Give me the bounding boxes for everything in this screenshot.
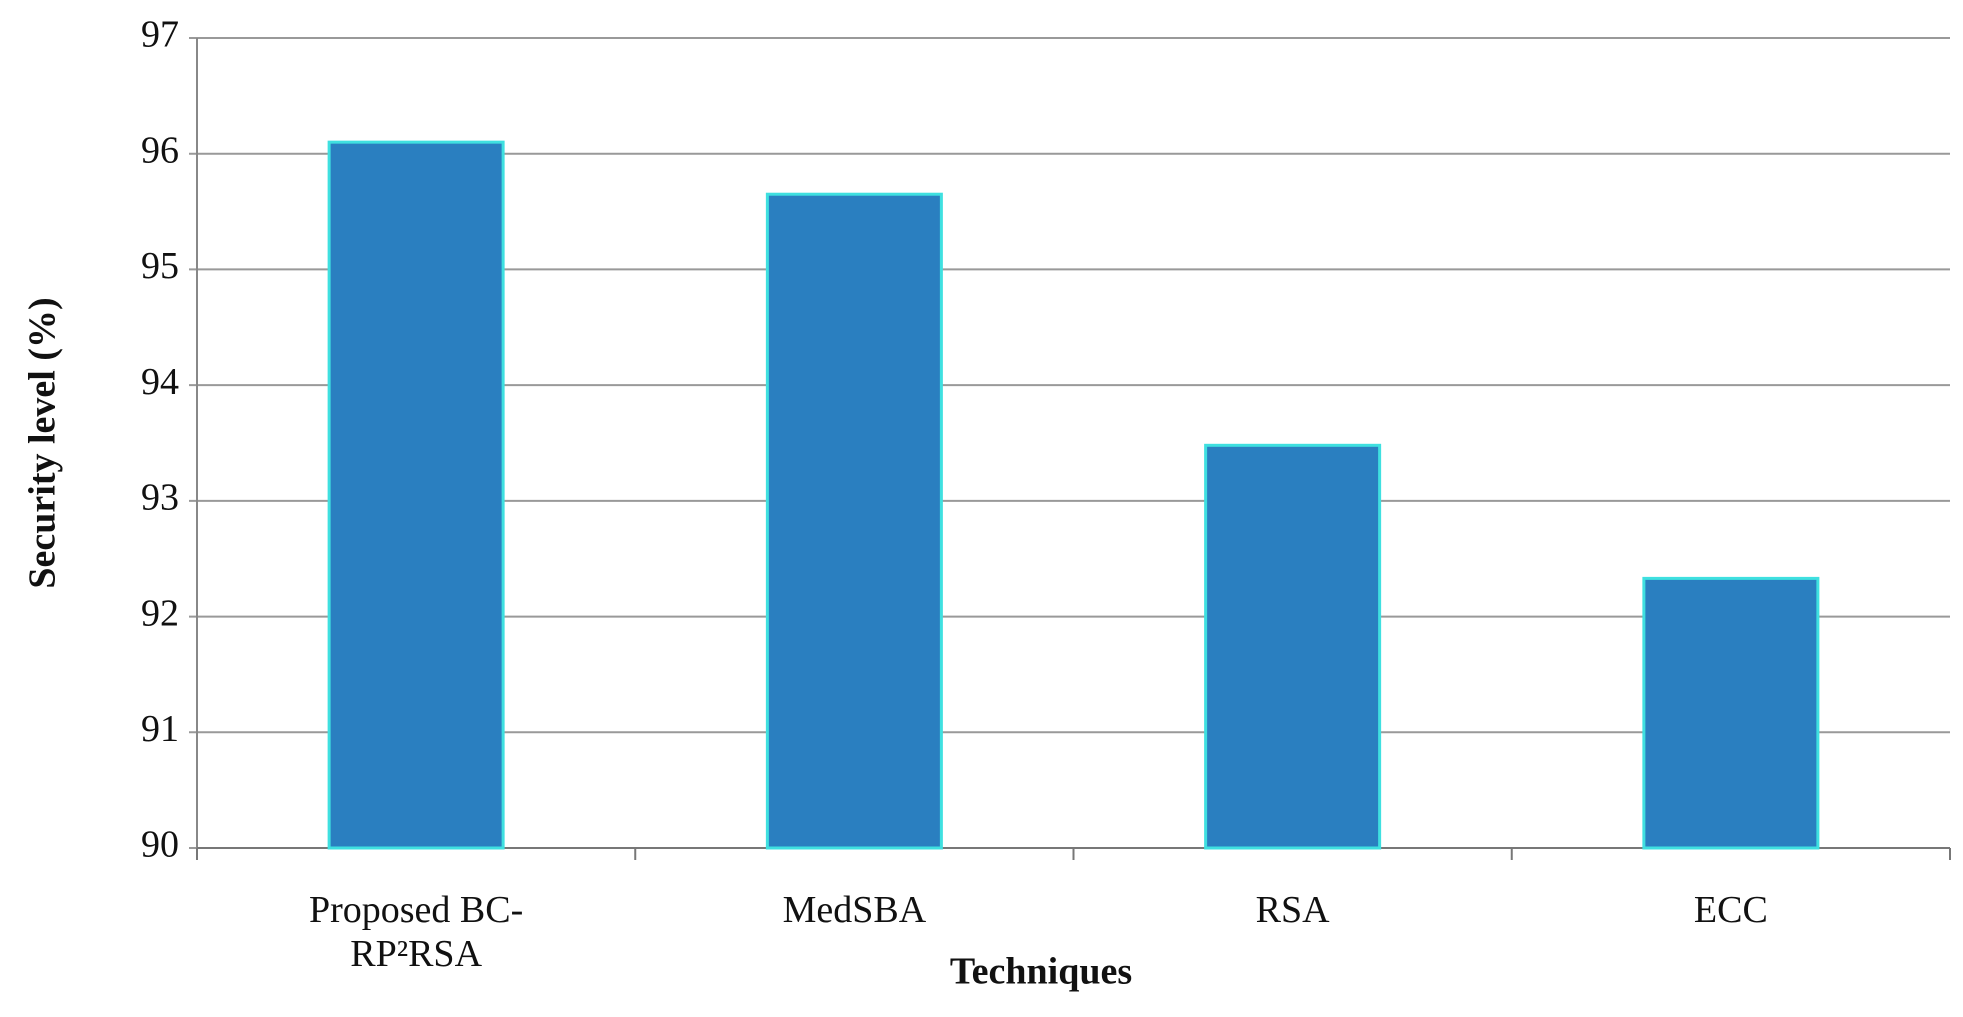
y-axis-title: Security level (%) [22,297,64,588]
y-tick-label: 94 [141,361,179,403]
bar [1642,576,1820,850]
y-tick-label: 91 [141,708,179,750]
y-tick-label: 93 [141,477,179,519]
bar [1204,443,1382,850]
y-tick-label: 96 [141,129,179,171]
x-tick-label: RSA [1255,889,1330,931]
y-tick-label: 92 [141,592,179,634]
x-tick-label: MedSBA [782,889,927,931]
bar [765,192,943,850]
y-tick-label: 95 [141,245,179,287]
y-tick-label: 97 [141,14,179,56]
x-tick-label: Proposed BC-RP²RSA [308,889,524,975]
bar [327,140,505,850]
x-tick-label: ECC [1693,889,1768,931]
x-axis-title: Techniques [950,951,1132,993]
y-tick-label: 90 [141,824,179,866]
